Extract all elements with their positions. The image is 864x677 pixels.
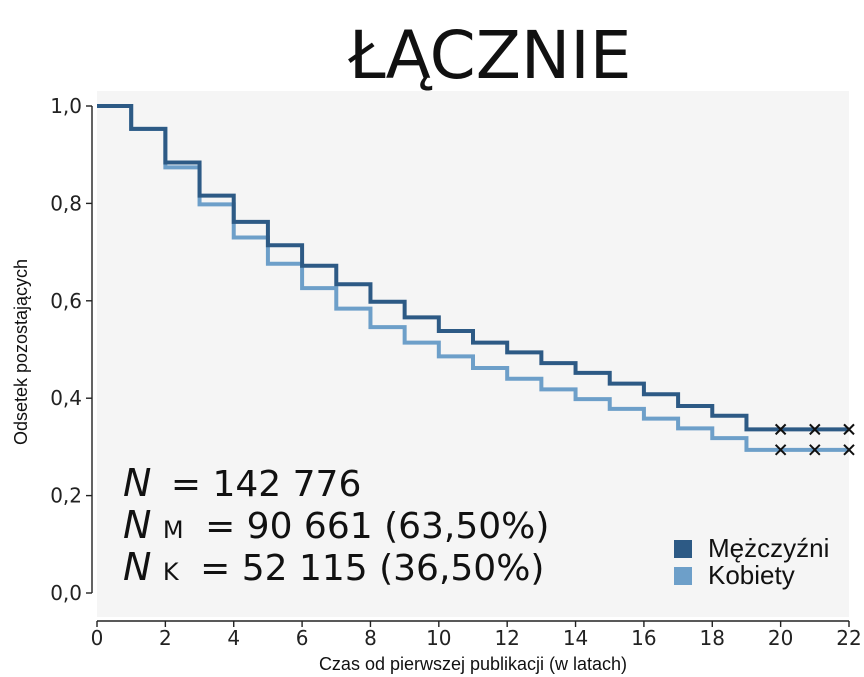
x-tick-label: 6 bbox=[296, 626, 309, 650]
x-tick-label: 10 bbox=[426, 626, 451, 650]
annotation-n-men-text: = 90 661 (63,50%) bbox=[205, 506, 549, 547]
annotation-n-men-symbol: N bbox=[123, 503, 151, 547]
censor-mark bbox=[809, 444, 821, 456]
x-axis: 0 2 4 6 8 10 12 14 16 18 20 22 bbox=[91, 620, 862, 650]
annotation-n-total: N = 142 776 bbox=[123, 461, 361, 505]
annotation-n-women: N K = 52 115 (36,50%) bbox=[123, 545, 544, 589]
annotation-n-women-symbol: N bbox=[123, 545, 151, 589]
x-tick-label: 2 bbox=[159, 626, 172, 650]
annotation-n-women-sub: K bbox=[163, 558, 180, 586]
annotation-n-total-symbol: N bbox=[123, 461, 151, 505]
y-tick-label: 0,6 bbox=[50, 289, 82, 313]
series-line-0 bbox=[97, 104, 849, 432]
y-tick-label: 1,0 bbox=[50, 94, 82, 118]
x-tick-label: 22 bbox=[836, 626, 861, 650]
y-tick-label: 0,2 bbox=[50, 484, 82, 508]
y-axis-label: Odsetek pozostających bbox=[11, 259, 31, 445]
annotation-n-men: N M = 90 661 (63,50%) bbox=[123, 503, 549, 547]
x-tick-label: 0 bbox=[91, 626, 104, 650]
series-layer bbox=[97, 104, 855, 456]
censor-mark bbox=[843, 423, 855, 436]
annotation-n-men-sub: M bbox=[163, 516, 184, 544]
censor-mark bbox=[774, 423, 787, 436]
sample-size-annotation: N = 142 776 N M = 90 661 (63,50%) N K = … bbox=[123, 461, 549, 589]
plot-background bbox=[97, 91, 849, 617]
series-line-1 bbox=[97, 104, 849, 452]
legend-swatch-men bbox=[674, 540, 692, 558]
censor-mark bbox=[809, 423, 821, 436]
legend-label-women: Kobiety bbox=[708, 560, 795, 590]
x-tick-label: 12 bbox=[494, 626, 519, 650]
y-tick-label: 0,8 bbox=[50, 191, 82, 215]
y-tick-label: 0,0 bbox=[50, 581, 82, 605]
legend-label-men: Mężczyźni bbox=[708, 533, 829, 563]
censor-mark bbox=[843, 444, 855, 456]
censor-mark bbox=[774, 444, 787, 456]
legend: Mężczyźni Kobiety bbox=[674, 533, 829, 590]
x-axis-label: Czas od pierwszej publikacji (w latach) bbox=[319, 654, 627, 674]
x-tick-label: 18 bbox=[700, 626, 725, 650]
annotation-n-women-text: = 52 115 (36,50%) bbox=[200, 548, 544, 589]
chart-title: ŁĄCZNIE bbox=[348, 17, 632, 94]
x-tick-label: 14 bbox=[563, 626, 588, 650]
x-tick-label: 4 bbox=[227, 626, 240, 650]
y-axis: 0,0 0,2 0,4 0,6 0,8 1,0 bbox=[50, 94, 93, 605]
annotation-n-total-text: = 142 776 bbox=[171, 464, 361, 505]
x-tick-label: 16 bbox=[631, 626, 656, 650]
series-0 bbox=[97, 104, 855, 436]
x-tick-label: 8 bbox=[364, 626, 377, 650]
legend-swatch-women bbox=[674, 567, 692, 585]
x-tick-label: 20 bbox=[768, 626, 793, 650]
y-tick-label: 0,4 bbox=[50, 386, 82, 410]
series-1 bbox=[97, 104, 855, 456]
